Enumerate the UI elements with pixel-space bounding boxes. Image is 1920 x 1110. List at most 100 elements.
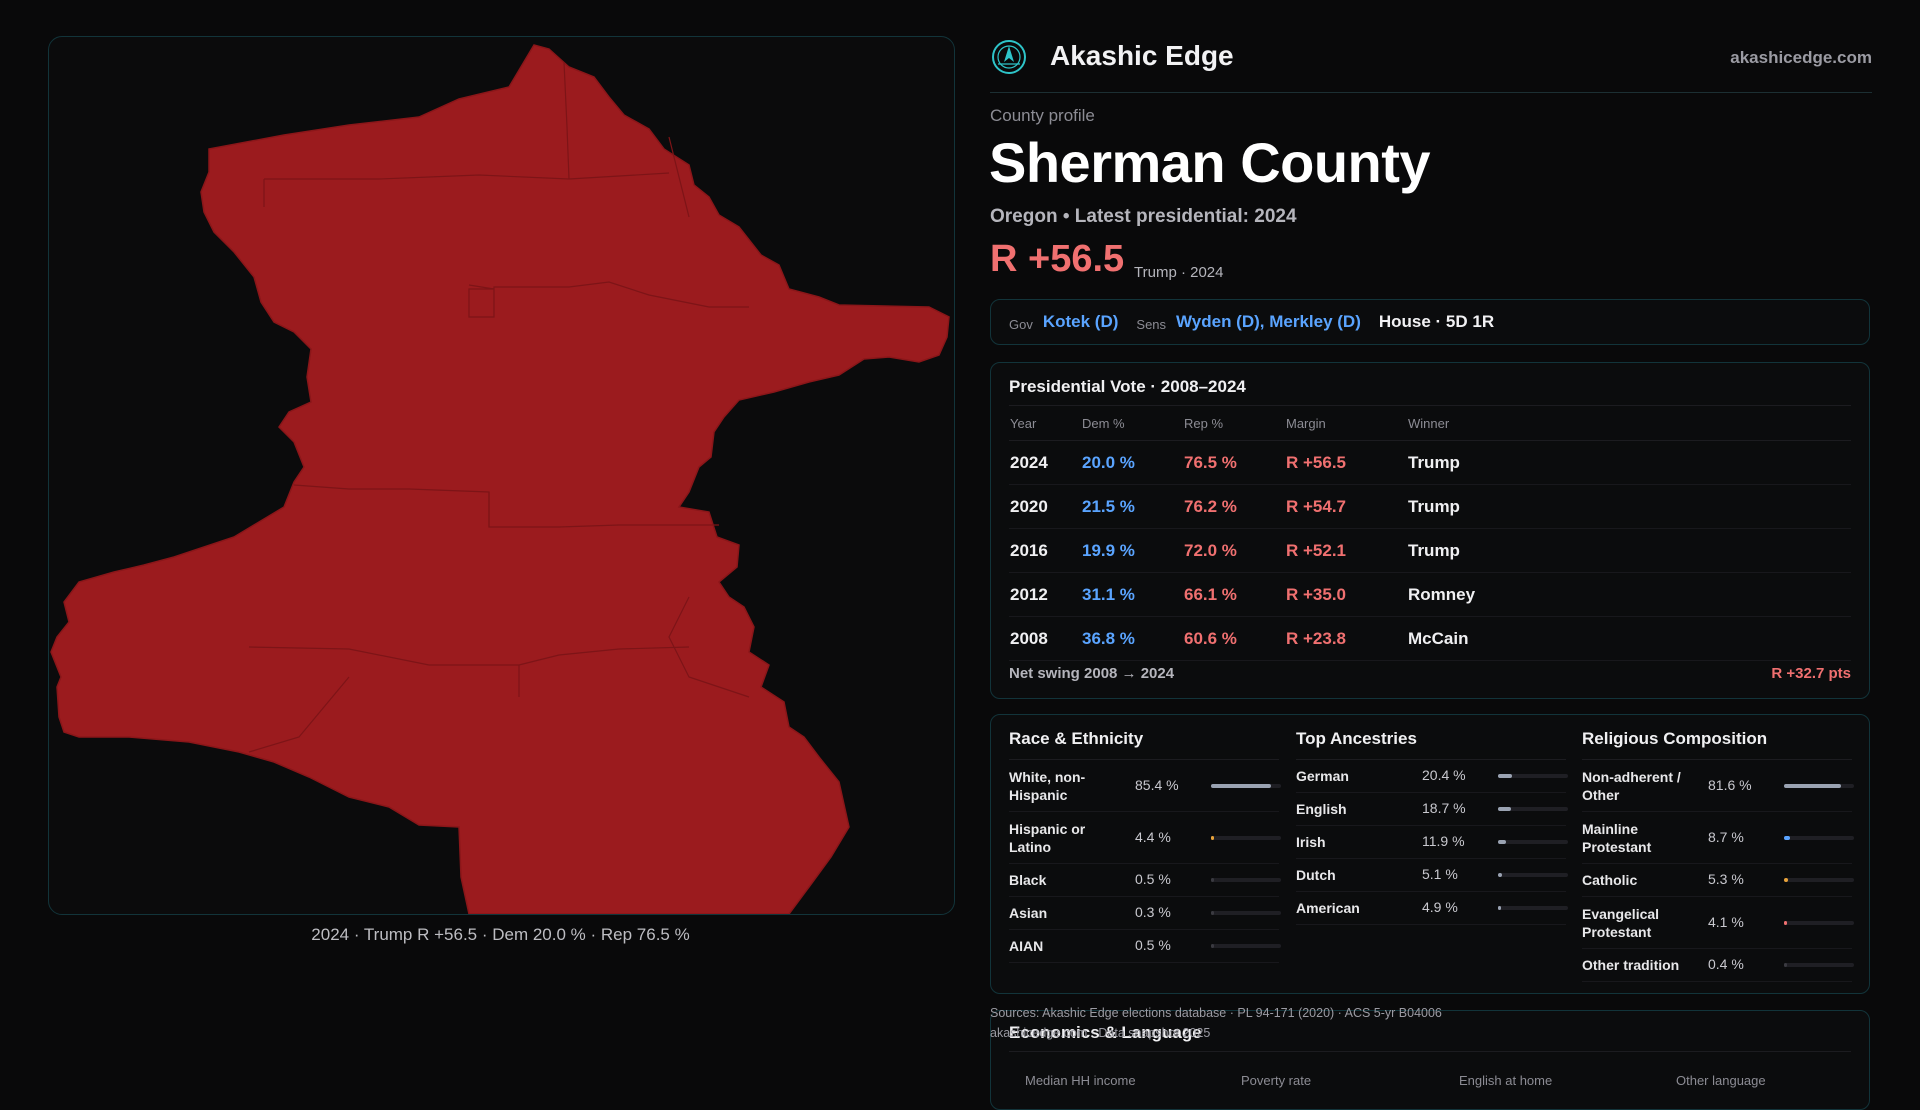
ancestry-bar-fill [1498,807,1512,811]
religion-row: Evangelical Protestant 4.1 % [1582,897,1854,949]
cell-rep: 76.5 % [1183,440,1285,485]
econ-other-language-label: Other language [1676,1073,1766,1088]
religion-percent: 0.4 % [1708,956,1744,972]
headline-margin: R +56.5 [990,238,1125,280]
cell-rep: 60.6 % [1183,616,1285,661]
cell-winner: McCain [1407,616,1851,661]
profile-kicker: County profile [990,106,1095,125]
ancestry-label: Irish [1296,834,1326,850]
ancestry-bar [1498,873,1568,877]
race-title: Race & Ethnicity [1009,729,1279,760]
race-list: White, non-Hispanic 85.4 % Hispanic or Lat… [1009,760,1281,963]
ancestry-percent: 11.9 % [1422,833,1465,849]
religion-bar [1784,878,1854,882]
presidential-title: Presidential Vote · 2008–2024 [1009,377,1246,396]
site-link[interactable]: akashicedge.com [1730,48,1872,67]
map-caption: 2024 · Trump R +56.5 · Dem 20.0 % · Rep … [311,925,690,944]
cell-winner: Trump [1407,484,1851,529]
presidential-vote-card: Presidential Vote · 2008–2024 Year Dem %… [990,362,1870,699]
gov-label: Gov [1009,316,1033,332]
race-bar-fill [1211,911,1214,915]
religion-row: Catholic 5.3 % [1582,864,1854,897]
ancestry-bar [1498,774,1568,778]
ancestry-bar [1498,840,1568,844]
race-row: Asian 0.3 % [1009,897,1281,930]
cell-year: 2024 [1009,440,1081,485]
table-row: 2016 19.9 % 72.0 % R +52.1 Trump [1009,528,1851,573]
cell-dem: 21.5 % [1081,484,1183,529]
race-row: White, non-Hispanic 85.4 % [1009,760,1281,812]
race-bar [1211,878,1281,882]
ancestry-bar-fill [1498,906,1502,910]
ancestry-bar [1498,807,1568,811]
app-header: Akashic Edge akashicedge.com [990,38,1872,93]
cell-year: 2016 [1009,528,1081,573]
econ-english-label: English at home [1459,1073,1553,1088]
religion-bar-fill [1784,783,1842,788]
econ-median-income-label: Median HH income [1025,1073,1136,1088]
table-row: 2024 20.0 % 76.5 % R +56.5 Trump [1009,440,1851,485]
race-bar-fill [1211,878,1214,882]
ancestry-bar-fill [1498,873,1502,877]
county-map[interactable] [48,36,955,915]
table-header-row: Year Dem % Rep % Margin Winner [1009,405,1851,441]
religion-bar-fill [1784,835,1791,840]
net-swing-label: Net swing 2008 → 2024 [1009,665,1175,682]
col-year: Year [1009,405,1081,441]
race-bar-fill [1211,783,1271,788]
ancestry-bar [1498,906,1568,910]
cell-dem: 31.1 % [1081,572,1183,617]
ancestry-row: Dutch 5.1 % [1296,859,1568,892]
religion-bar [1784,963,1854,967]
cell-year: 2020 [1009,484,1081,529]
religion-row: Non-adherent / Other 81.6 % [1582,760,1854,812]
race-column: Race & Ethnicity White, non-Hispanic 85.4… [1009,729,1281,963]
religion-percent: 81.6 % [1708,776,1752,793]
religion-row: Other tradition 0.4 % [1582,949,1854,982]
ancestry-title: Top Ancestries [1296,729,1566,760]
ancestry-bar-fill [1498,840,1507,844]
religion-list: Non-adherent / Other 81.6 % Mainline Prote… [1582,760,1854,982]
cell-winner: Trump [1407,440,1851,485]
col-winner: Winner [1407,405,1851,441]
religion-bar-fill [1784,963,1787,967]
sources-note: Sources: Akashic Edge elections database… [990,1006,1442,1020]
race-label: Asian [1009,905,1048,921]
brand-name[interactable]: Akashic Edge [1050,40,1234,71]
gov-value[interactable]: Kotek (D) [1042,312,1119,331]
race-label: Black [1009,872,1047,888]
ancestry-bar-fill [1498,774,1513,778]
race-label: AIAN [1009,938,1044,954]
ancestry-row: Irish 11.9 % [1296,826,1568,859]
religion-column: Religious Composition Non-adherent / Oth… [1582,729,1854,982]
county-shape[interactable] [50,44,950,914]
religion-label: Catholic [1582,872,1638,888]
race-bar [1211,783,1281,788]
page-subtitle: Oregon • Latest presidential: 2024 [990,206,1297,227]
ancestry-row: American 4.9 % [1296,892,1568,925]
table-row: 2020 21.5 % 76.2 % R +54.7 Trump [1009,484,1851,529]
cell-rep: 66.1 % [1183,572,1285,617]
cell-winner: Trump [1407,528,1851,573]
religion-bar-fill [1784,878,1788,882]
religion-label: Other tradition [1582,957,1680,973]
sens-value[interactable]: Wyden (D), Merkley (D) [1176,312,1361,331]
compass-logo-icon[interactable] [990,38,1028,76]
economics-card: Economics & Language Median HH income Po… [990,1010,1870,1110]
race-bar-fill [1211,944,1214,948]
cell-dem: 19.9 % [1081,528,1183,573]
net-swing-value: R +32.7 pts [1771,665,1851,682]
col-rep: Rep % [1183,405,1285,441]
economics-title: Economics & Language [1009,1023,1202,1042]
race-percent: 85.4 % [1135,776,1179,793]
race-row: Hispanic or Latino 4.4 % [1009,812,1281,864]
site-note: akashicedge.com · Data snapshot 2025 [990,1026,1211,1040]
ancestry-column: Top Ancestries German 20.4 % English 18.7 %… [1296,729,1568,925]
ancestry-percent: 4.9 % [1422,899,1458,915]
ancestry-percent: 18.7 % [1422,800,1466,816]
cell-margin: R +54.7 [1285,484,1407,529]
ancestry-row: German 20.4 % [1296,760,1568,793]
race-label: Hispanic or Latino [1009,820,1086,855]
econ-poverty-label: Poverty rate [1241,1073,1312,1088]
race-bar-fill [1211,835,1215,840]
